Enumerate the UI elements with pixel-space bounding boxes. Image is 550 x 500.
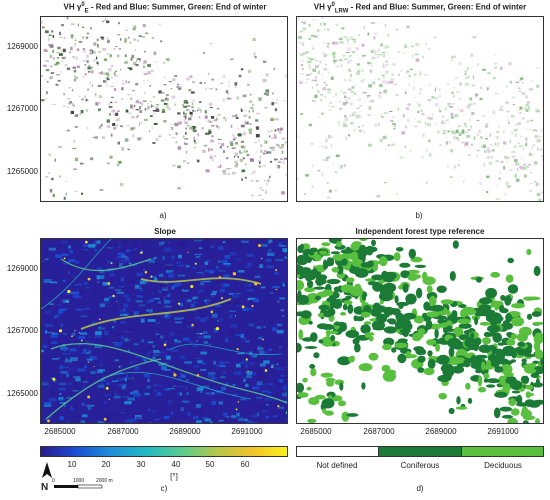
scalebar-segment-2 bbox=[77, 484, 103, 489]
ytick-top-1: 1269000 bbox=[6, 42, 38, 51]
colorbar-tick-4: 40 bbox=[171, 460, 181, 469]
panel-c-title: Slope bbox=[154, 227, 176, 236]
legend-label-deciduous: Deciduous bbox=[484, 461, 522, 470]
panel-b-image bbox=[297, 17, 543, 201]
north-arrow-icon bbox=[42, 462, 52, 478]
scalebar-label-2: 2000 m bbox=[96, 478, 113, 484]
scalebar-label-1: 1000 bbox=[73, 478, 85, 484]
legend-swatch-deciduous bbox=[461, 447, 543, 456]
panel-c-image bbox=[41, 239, 287, 423]
xtick-d-3: 2689000 bbox=[425, 427, 457, 436]
panel-d-map bbox=[296, 238, 544, 424]
xtick-d-2: 2687000 bbox=[363, 427, 395, 436]
legend-label-not-defined: Not defined bbox=[316, 461, 358, 470]
xtick-c-4: 2691000 bbox=[231, 427, 263, 436]
ytick-bottom-1: 1269000 bbox=[6, 264, 38, 273]
ytick-top-2: 1267000 bbox=[6, 104, 38, 113]
xtick-d-4: 2691000 bbox=[487, 427, 519, 436]
north-label: N bbox=[41, 482, 49, 493]
panel-a-title: VH γ0E - Red and Blue: Summer, Green: En… bbox=[63, 2, 267, 15]
legend-label-coniferous: Coniferous bbox=[400, 461, 440, 470]
panel-a-map bbox=[40, 16, 288, 202]
colorbar-tick-5: 50 bbox=[205, 460, 215, 469]
xtick-c-1: 2685000 bbox=[44, 427, 76, 436]
panel-b-map bbox=[296, 16, 544, 202]
forest-legend bbox=[296, 446, 544, 457]
colorbar-unit: [°] bbox=[170, 472, 178, 481]
panel-b-caption: b) bbox=[415, 211, 423, 220]
colorbar-gradient bbox=[41, 447, 287, 456]
panel-d-title: Independent forest type reference bbox=[355, 227, 485, 236]
colorbar-tick-2: 20 bbox=[101, 460, 111, 469]
ytick-top-3: 1265000 bbox=[6, 167, 38, 176]
panel-c-map bbox=[40, 238, 288, 424]
legend-swatch-coniferous bbox=[379, 447, 462, 456]
xtick-c-2: 2687000 bbox=[107, 427, 139, 436]
scalebar-segment-1 bbox=[54, 485, 78, 488]
colorbar-tick-6: 60 bbox=[240, 460, 250, 469]
legend-swatch-not-defined bbox=[297, 447, 380, 456]
panel-c-caption: c) bbox=[160, 484, 168, 493]
panel-b-title: VH γ0LRW - Red and Blue: Summer, Green: … bbox=[313, 2, 527, 15]
panel-a-caption: a) bbox=[159, 211, 167, 220]
panel-a-image bbox=[41, 17, 287, 200]
ytick-bottom-3: 1265000 bbox=[6, 389, 38, 398]
xtick-d-1: 2685000 bbox=[300, 427, 332, 436]
slope-colorbar bbox=[40, 446, 288, 457]
panel-d-caption: d) bbox=[416, 484, 424, 493]
xtick-c-3: 2689000 bbox=[169, 427, 201, 436]
panel-d-image bbox=[297, 239, 543, 423]
colorbar-tick-3: 30 bbox=[136, 460, 146, 469]
north-arrow-scalebar bbox=[42, 462, 103, 489]
colorbar-tick-1: 10 bbox=[67, 460, 77, 469]
scalebar-label-0: 0 bbox=[52, 478, 55, 484]
ytick-bottom-2: 1267000 bbox=[6, 326, 38, 335]
